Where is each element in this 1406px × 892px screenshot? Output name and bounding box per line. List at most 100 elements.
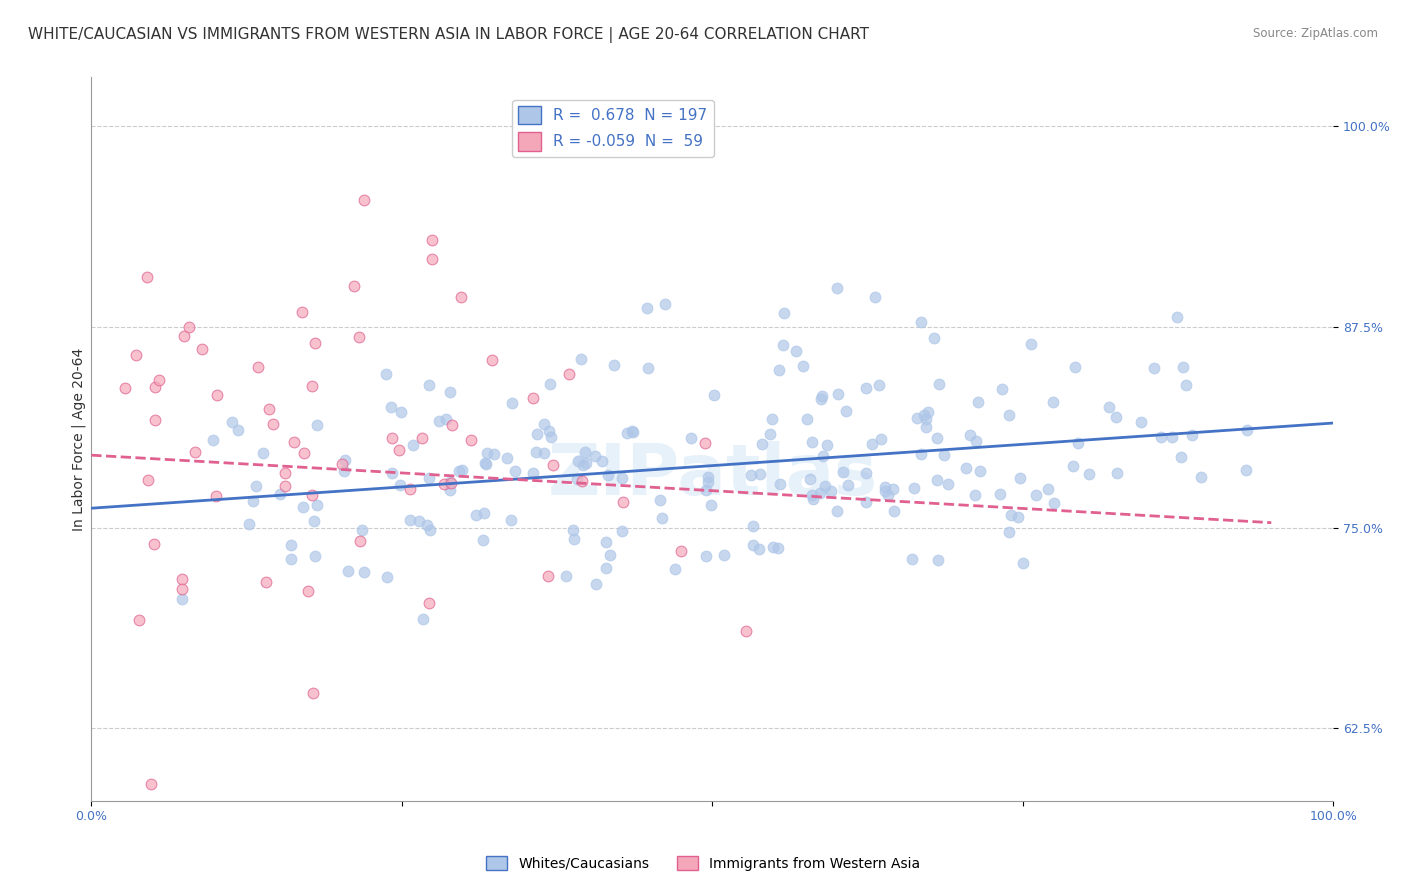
Point (769, 477, 792, 491)
Point (1173, 359, 1195, 374)
Point (796, 412, 818, 426)
Point (538, 376, 561, 391)
Point (1008, 471, 1031, 485)
Point (389, 405, 412, 419)
Point (928, 376, 950, 391)
Point (247, 359, 270, 374)
Point (353, 565, 375, 579)
Point (353, 194, 375, 208)
Point (170, 582, 193, 597)
Point (811, 388, 834, 402)
Point (543, 458, 565, 472)
Point (472, 506, 495, 520)
Point (526, 427, 548, 442)
Point (336, 564, 359, 578)
Point (1170, 450, 1192, 464)
Point (693, 435, 716, 450)
Point (748, 541, 770, 556)
Point (332, 457, 354, 471)
Point (191, 342, 214, 356)
Point (1105, 409, 1128, 424)
Point (959, 427, 981, 442)
Point (792, 359, 814, 373)
Point (868, 377, 890, 392)
Legend: R =  0.678  N = 197, R = -0.059  N =  59: R = 0.678 N = 197, R = -0.059 N = 59 (512, 100, 714, 157)
Point (591, 453, 613, 467)
Point (855, 381, 877, 395)
Point (927, 473, 949, 487)
Point (1143, 360, 1166, 375)
Point (922, 330, 945, 344)
Point (664, 562, 686, 576)
Point (574, 445, 596, 459)
Point (177, 320, 200, 334)
Point (439, 475, 461, 489)
Point (399, 482, 422, 496)
Point (562, 533, 585, 547)
Point (988, 487, 1011, 501)
Point (575, 456, 598, 470)
Point (965, 434, 987, 449)
Point (562, 524, 585, 538)
Point (304, 549, 326, 563)
Point (595, 535, 617, 549)
Point (900, 551, 922, 566)
Point (333, 453, 356, 467)
Point (1062, 458, 1084, 473)
Point (831, 465, 853, 479)
Point (903, 481, 925, 495)
Point (301, 488, 323, 502)
Point (501, 396, 523, 410)
Point (1129, 415, 1152, 429)
Point (375, 569, 398, 583)
Point (420, 252, 443, 267)
Legend: Whites/Caucasians, Immigrants from Western Asia: Whites/Caucasians, Immigrants from Weste… (481, 850, 925, 876)
Point (418, 596, 440, 610)
Point (450, 290, 472, 304)
Point (969, 464, 991, 478)
Point (257, 402, 280, 417)
Point (1077, 467, 1099, 481)
Point (262, 417, 284, 432)
Point (242, 493, 264, 508)
Point (388, 478, 411, 492)
Point (1067, 435, 1090, 450)
Text: Source: ZipAtlas.com: Source: ZipAtlas.com (1253, 27, 1378, 40)
Point (598, 468, 620, 483)
Point (741, 518, 763, 533)
Point (827, 387, 849, 401)
Point (136, 269, 159, 284)
Point (825, 281, 848, 295)
Point (495, 451, 517, 466)
Point (125, 348, 148, 362)
Point (696, 470, 718, 484)
Point (799, 472, 821, 486)
Point (669, 543, 692, 558)
Point (963, 488, 986, 502)
Point (522, 466, 544, 480)
Point (998, 408, 1021, 422)
Point (301, 379, 323, 393)
Point (333, 464, 356, 478)
Point (700, 498, 723, 512)
Point (381, 431, 404, 445)
Point (380, 400, 402, 414)
Point (855, 495, 877, 509)
Point (533, 445, 555, 459)
Point (876, 487, 898, 501)
Point (464, 508, 486, 523)
Point (583, 449, 606, 463)
Point (1043, 496, 1066, 510)
Point (304, 336, 326, 351)
Point (773, 306, 796, 320)
Point (768, 363, 790, 377)
Point (1042, 394, 1064, 409)
Point (813, 479, 835, 493)
Point (1105, 466, 1128, 480)
Point (297, 583, 319, 598)
Point (450, 463, 472, 477)
Point (621, 425, 644, 439)
Point (1007, 509, 1029, 524)
Point (481, 352, 503, 367)
Point (399, 513, 422, 527)
